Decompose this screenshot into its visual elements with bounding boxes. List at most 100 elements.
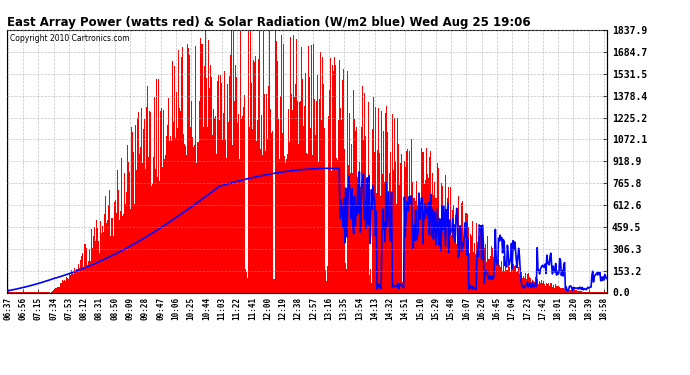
- Bar: [461, 203, 462, 292]
- Bar: [337, 160, 338, 292]
- Bar: [112, 236, 114, 292]
- Bar: [464, 231, 465, 292]
- Bar: [185, 146, 186, 292]
- Bar: [444, 232, 445, 292]
- Bar: [479, 236, 480, 292]
- Bar: [190, 100, 192, 292]
- Bar: [155, 169, 156, 292]
- Bar: [306, 150, 308, 292]
- Bar: [426, 200, 427, 292]
- Bar: [141, 135, 143, 292]
- Bar: [480, 229, 481, 292]
- Bar: [562, 289, 563, 292]
- Bar: [349, 113, 350, 292]
- Bar: [534, 282, 535, 292]
- Bar: [209, 87, 210, 292]
- Bar: [497, 267, 498, 292]
- Bar: [87, 265, 88, 292]
- Bar: [449, 224, 450, 292]
- Bar: [198, 142, 199, 292]
- Bar: [403, 273, 404, 292]
- Bar: [433, 195, 434, 292]
- Bar: [445, 175, 446, 292]
- Bar: [414, 197, 415, 292]
- Bar: [375, 107, 376, 292]
- Bar: [79, 268, 80, 292]
- Bar: [267, 139, 268, 292]
- Bar: [422, 146, 424, 292]
- Bar: [236, 77, 237, 292]
- Bar: [163, 178, 164, 292]
- Bar: [504, 266, 505, 292]
- Bar: [442, 186, 443, 292]
- Bar: [310, 116, 311, 292]
- Bar: [413, 198, 414, 292]
- Bar: [407, 149, 408, 292]
- Bar: [308, 46, 309, 292]
- Bar: [251, 83, 252, 292]
- Bar: [512, 265, 513, 292]
- Bar: [402, 282, 403, 292]
- Bar: [493, 257, 494, 292]
- Bar: [343, 69, 344, 292]
- Bar: [499, 265, 500, 292]
- Bar: [374, 152, 375, 292]
- Bar: [294, 97, 295, 292]
- Bar: [316, 102, 317, 292]
- Bar: [432, 172, 433, 292]
- Bar: [450, 187, 451, 292]
- Bar: [285, 163, 286, 292]
- Bar: [498, 260, 499, 292]
- Bar: [491, 246, 492, 292]
- Bar: [377, 150, 378, 292]
- Bar: [149, 111, 150, 292]
- Bar: [263, 31, 264, 292]
- Bar: [409, 151, 410, 292]
- Bar: [228, 114, 229, 292]
- Bar: [203, 127, 204, 292]
- Bar: [91, 229, 92, 292]
- Bar: [114, 204, 115, 292]
- Bar: [300, 101, 301, 292]
- Bar: [315, 135, 316, 292]
- Bar: [563, 288, 564, 292]
- Bar: [398, 144, 400, 292]
- Bar: [192, 50, 193, 292]
- Bar: [179, 127, 180, 292]
- Bar: [211, 77, 212, 292]
- Bar: [124, 172, 125, 292]
- Bar: [503, 256, 504, 292]
- Bar: [417, 194, 419, 292]
- Bar: [260, 149, 261, 292]
- Bar: [428, 178, 429, 292]
- Bar: [292, 110, 293, 292]
- Bar: [304, 106, 305, 292]
- Bar: [153, 158, 154, 292]
- Bar: [553, 285, 555, 292]
- Bar: [70, 275, 71, 292]
- Bar: [388, 173, 390, 292]
- Bar: [535, 277, 536, 292]
- Bar: [383, 131, 384, 292]
- Bar: [106, 224, 107, 292]
- Bar: [262, 155, 263, 292]
- Bar: [373, 97, 374, 292]
- Bar: [250, 30, 251, 292]
- Bar: [345, 263, 346, 292]
- Bar: [195, 163, 197, 292]
- Bar: [166, 54, 168, 292]
- Bar: [64, 280, 66, 292]
- Bar: [216, 154, 217, 292]
- Bar: [366, 189, 367, 292]
- Bar: [183, 134, 184, 292]
- Bar: [194, 144, 195, 292]
- Bar: [577, 291, 578, 292]
- Bar: [235, 65, 236, 292]
- Bar: [533, 282, 534, 292]
- Bar: [338, 120, 339, 292]
- Bar: [379, 153, 380, 292]
- Bar: [363, 140, 364, 292]
- Bar: [76, 269, 77, 292]
- Bar: [353, 90, 354, 292]
- Bar: [347, 71, 348, 292]
